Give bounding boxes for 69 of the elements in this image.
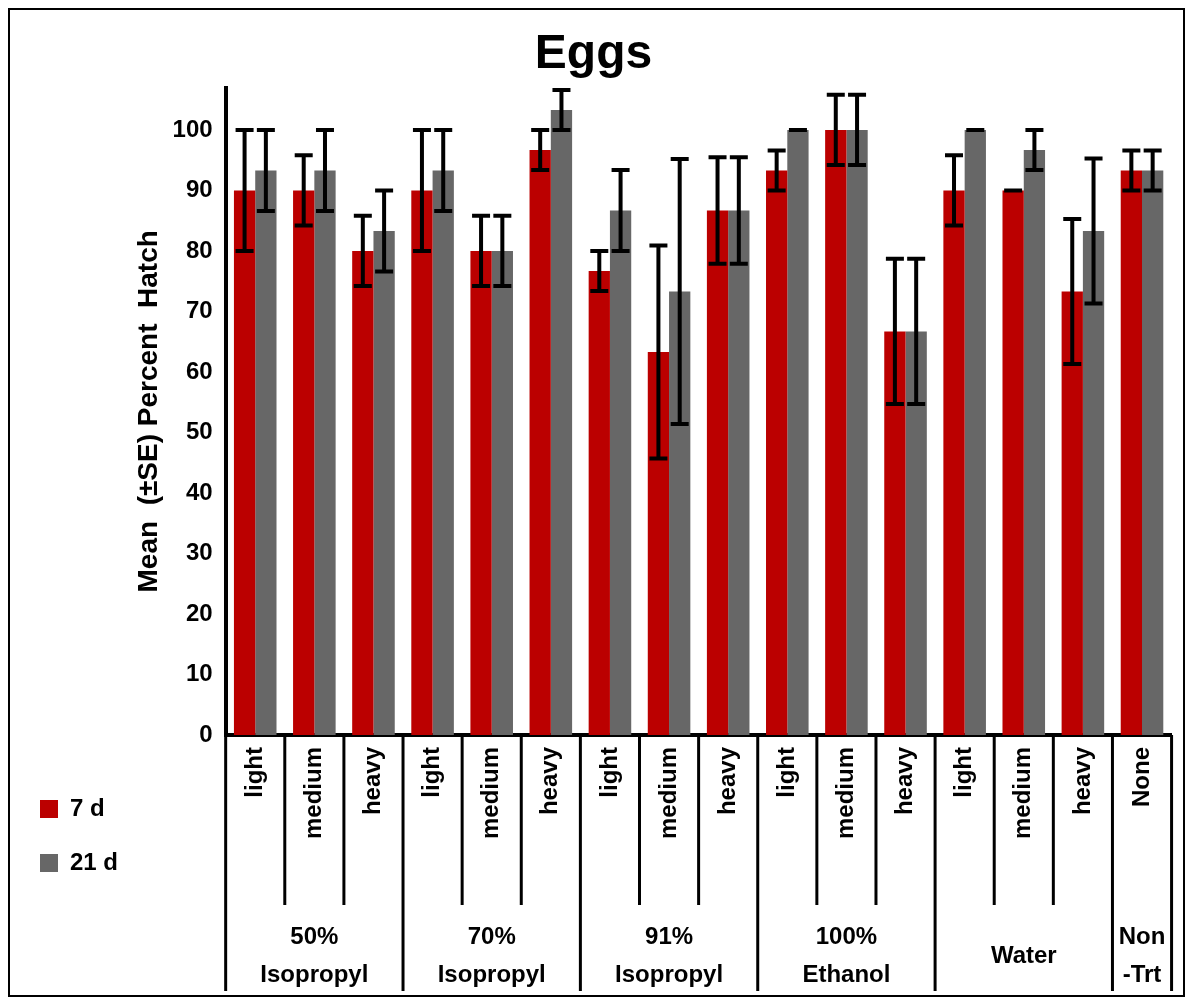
x-tick-label: medium [831,747,859,840]
bar [1082,231,1105,735]
bar [293,190,315,735]
text: 70% Isopropyl [437,921,546,987]
bar [964,129,986,735]
y-tick-label: 0 [199,719,213,747]
y-tick-label: 90 [185,175,213,203]
bar [1120,170,1143,735]
bar [314,170,336,735]
x-tick-label: medium [298,747,326,840]
bar [588,270,610,735]
y-tick-label: 100 [172,114,213,142]
bar [1023,149,1046,735]
x-tick-label: medium [653,747,681,840]
x-tick-label: light [594,747,622,798]
x-tick-label: None [1126,747,1154,807]
bar [373,231,395,735]
y-tick-label: 70 [185,296,213,324]
x-tick-label: heavy [890,746,918,816]
x-tick-label: heavy [535,746,563,816]
bar [470,250,492,735]
chart-title: Eggs [534,25,653,79]
bar [669,291,691,735]
bar [884,331,906,735]
y-tick-label: 50 [185,417,213,445]
text: Water [990,940,1057,968]
bar [787,129,809,735]
x-tick-label: heavy [1067,746,1095,816]
bar [943,190,965,735]
x-tick-label: medium [476,747,504,840]
y-tick-label: 60 [185,356,213,384]
y-axis-title: Mean (±SE) Percent Hatch [131,230,163,593]
bar [766,170,788,735]
bar [491,250,513,735]
bar [411,190,433,735]
bar [352,250,374,735]
text: 100% Ethanol [802,921,891,987]
y-tick-label: 20 [185,598,213,626]
legend-label: 7 d [70,793,105,821]
bar [647,352,670,735]
y-tick-label: 30 [185,538,213,566]
bar [1002,190,1024,735]
y-tick-label: 10 [185,659,213,687]
text: 50% Isopropyl [260,921,369,987]
bar [706,210,729,735]
bar [609,210,632,735]
x-tick-label: heavy [358,746,386,816]
y-tick-label: 80 [185,235,213,263]
bar [825,129,847,735]
x-tick-label: heavy [712,746,740,816]
x-tick-label: light [417,747,445,798]
bar [846,129,868,735]
legend-label: 21 d [70,847,119,875]
x-tick-label: light [949,747,977,798]
x-tick-label: medium [1008,747,1036,840]
bar [1061,291,1083,735]
bar [432,170,454,735]
bar [233,190,256,735]
bar [550,109,573,735]
y-tick-label: 40 [185,477,213,505]
bar [529,149,551,735]
bar [1142,170,1164,735]
x-tick-label: light [771,747,799,798]
x-tick-label: light [239,747,267,798]
text: Non -Trt [1118,921,1166,987]
text: 91% Isopropyl [615,921,724,987]
bar [255,170,277,735]
bar [728,210,750,735]
bar [905,331,927,735]
